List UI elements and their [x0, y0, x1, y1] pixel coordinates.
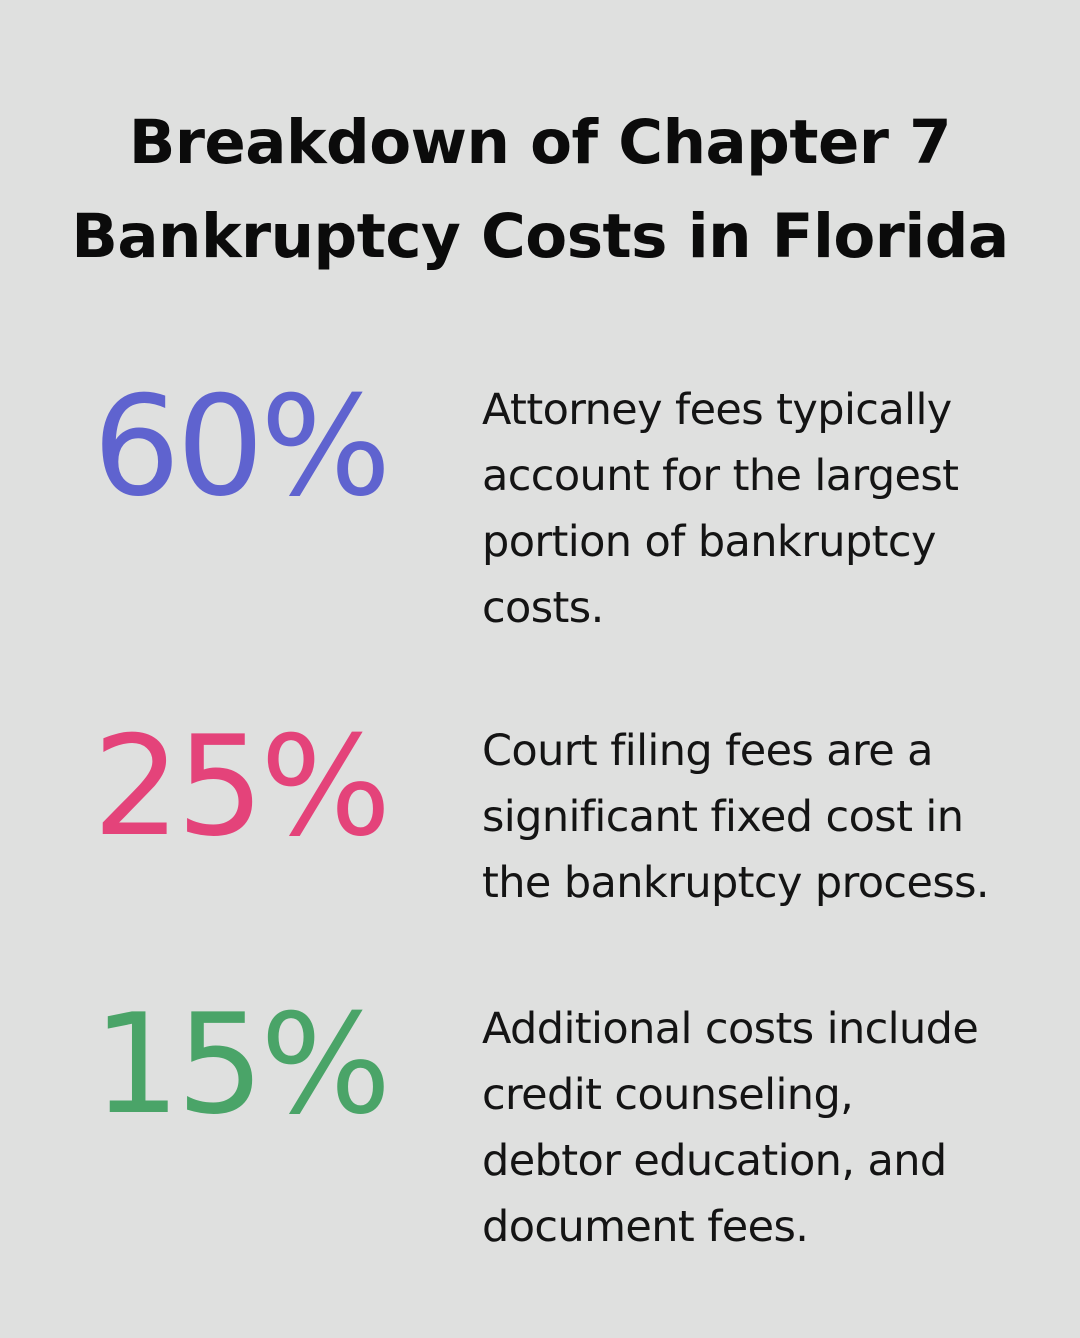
stat-percentage: 15%: [92, 984, 392, 1145]
stat-description: Court filing fees are a significant fixe…: [482, 718, 1042, 916]
stat-description-line: portion of bankruptcy: [482, 517, 936, 567]
chart-title-line-1: Breakdown of Chapter 7: [128, 107, 952, 178]
stat-description-line: costs.: [482, 583, 604, 633]
stat-percentage: 60%: [92, 366, 392, 527]
stat-description-line: document fees.: [482, 1202, 809, 1252]
stat-description: Attorney fees typically account for the …: [482, 377, 1042, 641]
stat-description: Additional costs include credit counseli…: [482, 996, 1042, 1260]
stat-description-line: account for the largest: [482, 451, 959, 501]
stat-description-line: debtor education, and: [482, 1136, 947, 1186]
stat-description-line: Court filing fees are a: [482, 726, 933, 776]
stat-description-line: the bankruptcy process.: [482, 858, 990, 908]
stat-description-line: significant fixed cost in: [482, 792, 964, 842]
stat-description-line: Attorney fees typically: [482, 385, 952, 435]
stat-percentage: 25%: [92, 706, 392, 867]
chart-title-line-2: Bankruptcy Costs in Florida: [71, 201, 1009, 272]
stat-description-line: credit counseling,: [482, 1070, 854, 1120]
chart-title: Breakdown of Chapter 7 Bankruptcy Costs …: [0, 96, 1080, 284]
stat-description-line: Additional costs include: [482, 1004, 979, 1054]
